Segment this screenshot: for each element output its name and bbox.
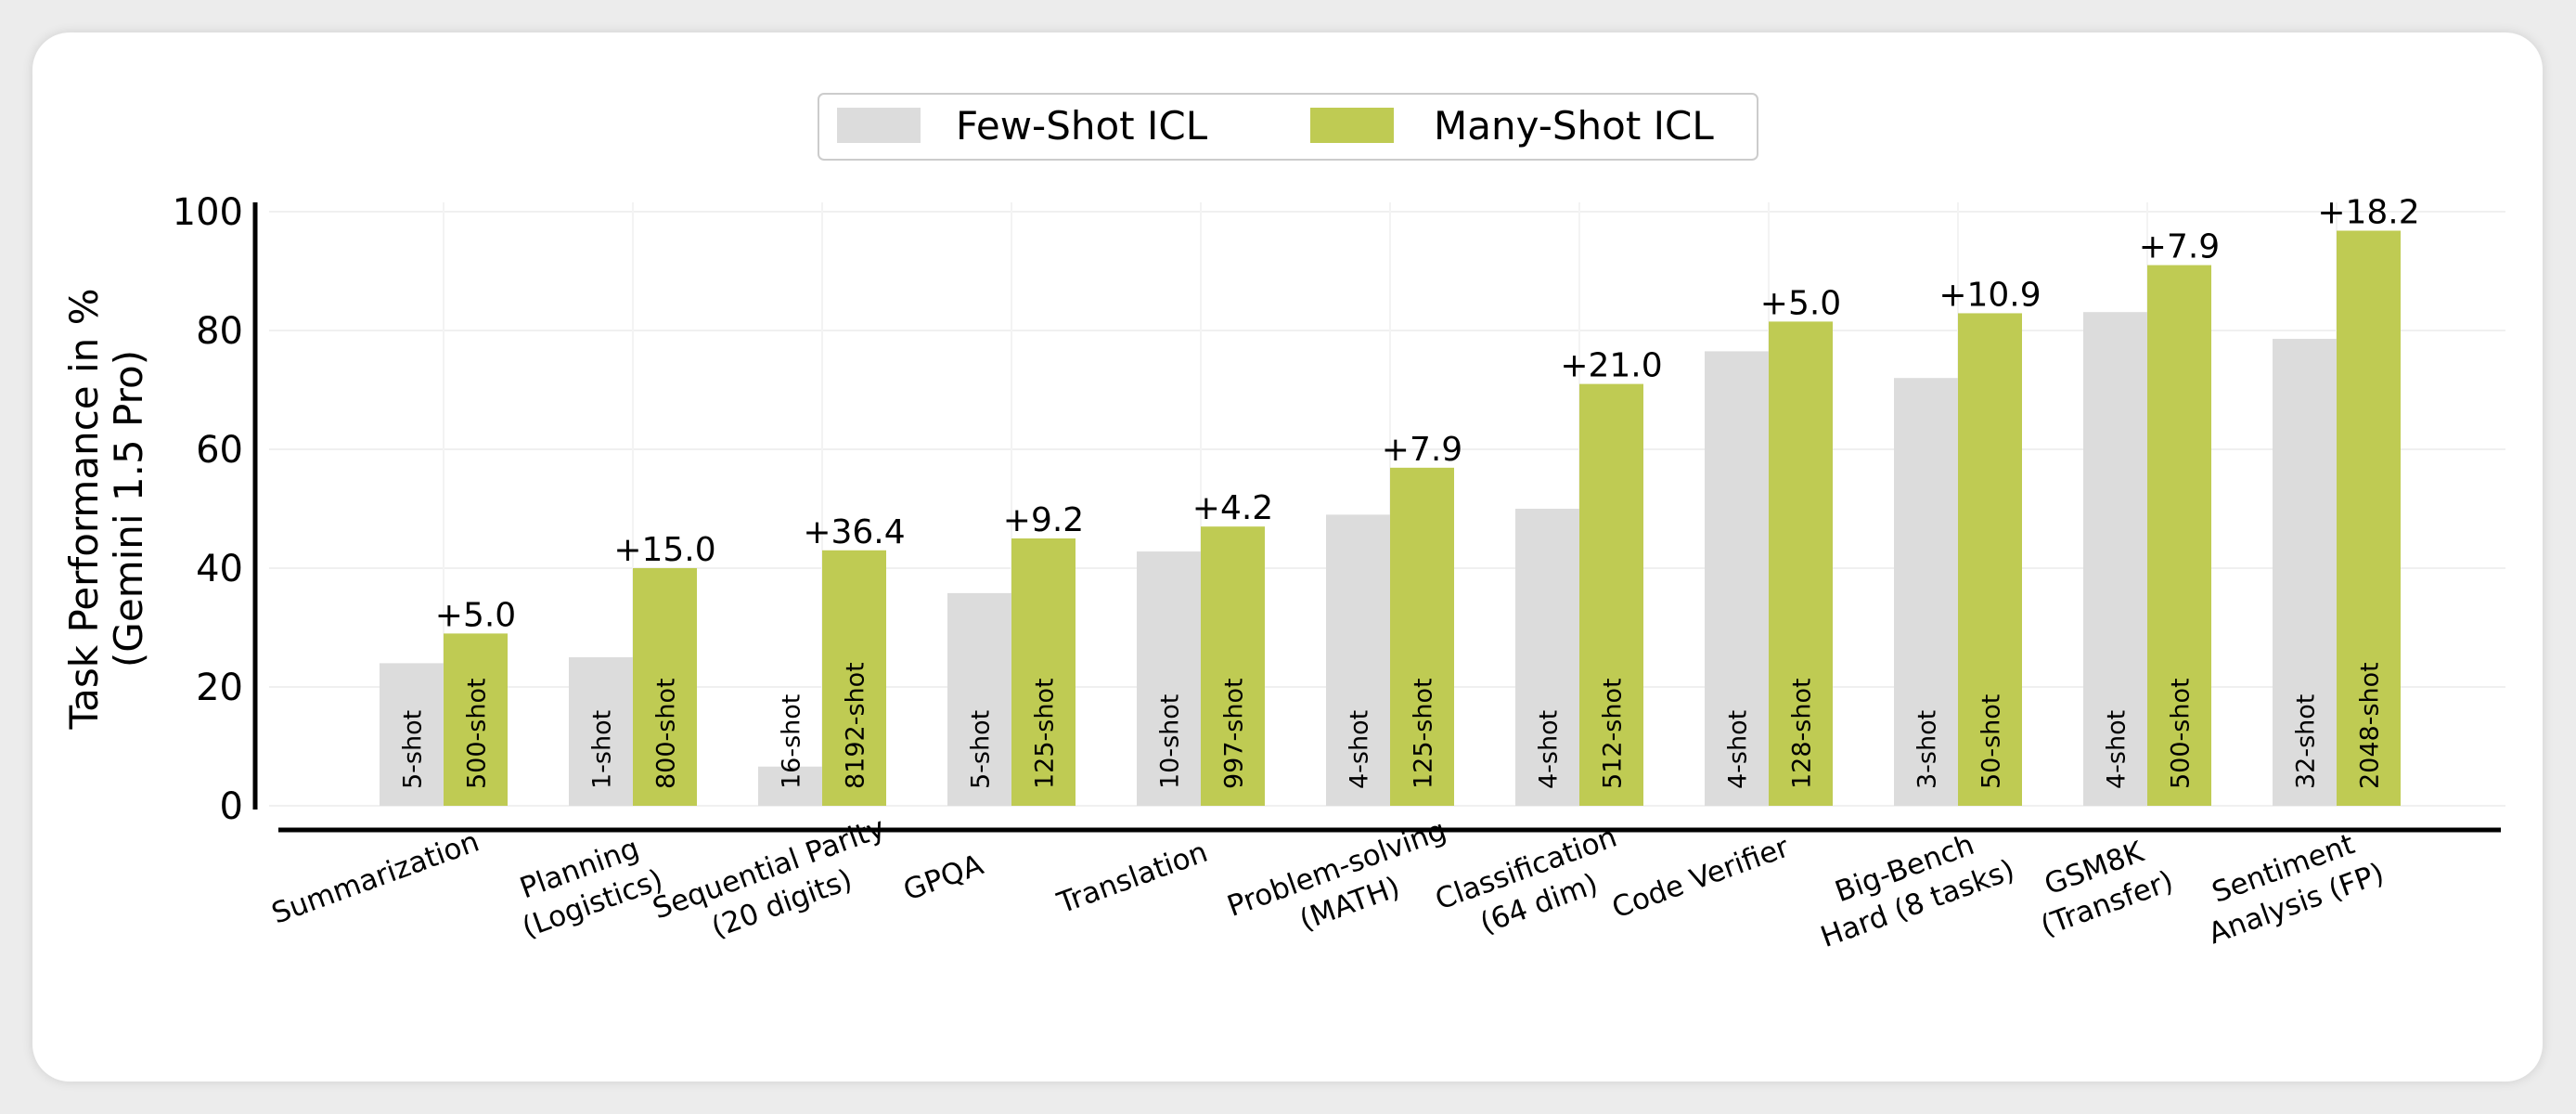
bar-many-shot bbox=[1201, 526, 1265, 806]
bar-label-few: 4-shot bbox=[2103, 710, 2132, 789]
bar-many-shot bbox=[1011, 538, 1075, 806]
y-tick-label: 60 bbox=[196, 429, 243, 472]
delta-annotation: +36.4 bbox=[803, 513, 905, 551]
bar-label-few: 16-shot bbox=[778, 694, 806, 789]
y-tick-label: 100 bbox=[173, 191, 243, 234]
legend-swatch-many bbox=[1310, 108, 1394, 143]
bar-few-shot bbox=[1515, 509, 1579, 806]
y-tick-label: 40 bbox=[196, 548, 243, 590]
legend-label-few: Few-Shot ICL bbox=[956, 103, 1208, 149]
bar-many-shot bbox=[1769, 321, 1833, 806]
category-label: GPQA bbox=[899, 848, 987, 908]
bar-label-few: 4-shot bbox=[1724, 710, 1753, 789]
legend-swatch-few bbox=[837, 108, 921, 143]
bar-many-shot bbox=[633, 568, 697, 806]
bar-label-many: 8192-shot bbox=[842, 662, 870, 789]
bar-many-shot bbox=[2147, 265, 2211, 807]
bar-few-shot bbox=[380, 663, 444, 806]
y-tick-label: 0 bbox=[220, 785, 243, 828]
bar-few-shot bbox=[1326, 514, 1390, 806]
bar-few-shot bbox=[2273, 338, 2337, 806]
bar-label-many: 500-shot bbox=[2167, 678, 2196, 789]
legend bbox=[818, 93, 1758, 161]
bar-label-many: 997-shot bbox=[1220, 678, 1249, 789]
bar-label-few: 1-shot bbox=[588, 710, 617, 789]
bar-label-few: 5-shot bbox=[399, 710, 428, 789]
bar-label-many: 2048-shot bbox=[2356, 662, 2385, 789]
bar-many-shot bbox=[1579, 383, 1643, 806]
delta-annotation: +5.0 bbox=[1760, 284, 1841, 322]
bar-few-shot bbox=[569, 657, 633, 806]
bar-label-many: 128-shot bbox=[1788, 678, 1817, 789]
bar-label-many: 50-shot bbox=[1977, 694, 2006, 789]
y-tick-label: 20 bbox=[196, 667, 243, 709]
bar-label-many: 125-shot bbox=[1031, 678, 1060, 789]
bar-many-shot bbox=[1390, 467, 1454, 806]
bar-few-shot bbox=[947, 592, 1011, 806]
bar-label-many: 125-shot bbox=[1410, 678, 1438, 789]
delta-annotation: +15.0 bbox=[613, 531, 715, 569]
delta-annotation: +5.0 bbox=[435, 596, 516, 634]
bar-label-few: 4-shot bbox=[1346, 710, 1374, 789]
bar-label-many: 512-shot bbox=[1599, 678, 1628, 789]
delta-annotation: +4.2 bbox=[1192, 489, 1273, 527]
delta-annotation: +10.9 bbox=[1938, 276, 2041, 314]
bar-label-few: 10-shot bbox=[1156, 694, 1185, 789]
bar-few-shot bbox=[1137, 551, 1201, 806]
bar-many-shot bbox=[822, 550, 886, 806]
bar-many-shot bbox=[1958, 313, 2022, 806]
bar-label-many: 500-shot bbox=[463, 678, 492, 789]
bar-many-shot bbox=[444, 633, 508, 806]
delta-annotation: +7.9 bbox=[1382, 431, 1462, 469]
legend-label-many: Many-Shot ICL bbox=[1434, 103, 1714, 149]
delta-annotation: +21.0 bbox=[1560, 347, 1662, 385]
bar-label-few: 5-shot bbox=[967, 710, 996, 789]
bar-label-many: 800-shot bbox=[652, 678, 681, 789]
y-axis-label: Task Performance in % bbox=[61, 288, 107, 730]
bar-few-shot bbox=[2083, 312, 2147, 806]
y-axis-label: (Gemini 1.5 Pro) bbox=[106, 350, 151, 667]
bar-few-shot bbox=[758, 766, 822, 806]
bar-many-shot bbox=[2337, 230, 2401, 807]
delta-annotation: +7.9 bbox=[2139, 228, 2220, 266]
bar-few-shot bbox=[1894, 378, 1958, 806]
bar-label-few: 4-shot bbox=[1535, 710, 1564, 789]
y-tick-label: 80 bbox=[196, 310, 243, 353]
category-label: Code Verifier bbox=[1608, 830, 1794, 925]
bar-label-few: 3-shot bbox=[1913, 710, 1942, 789]
delta-annotation: +9.2 bbox=[1003, 501, 1084, 539]
category-label: Summarization bbox=[267, 825, 483, 931]
bar-few-shot bbox=[1705, 351, 1769, 806]
bar-label-few: 32-shot bbox=[2292, 694, 2321, 789]
category-label: Translation bbox=[1052, 836, 1212, 921]
delta-annotation: +18.2 bbox=[2317, 193, 2419, 231]
